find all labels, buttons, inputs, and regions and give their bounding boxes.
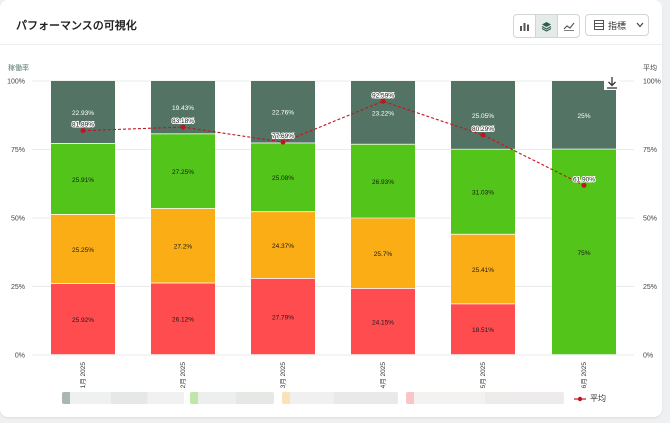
data-label: 27.79% — [272, 314, 294, 321]
data-label: 19.43% — [172, 105, 194, 112]
data-label: 25% — [577, 113, 590, 120]
data-label: 25.05% — [472, 113, 494, 120]
bar-segment-green[interactable] — [51, 143, 115, 214]
legend-item-green[interactable] — [190, 392, 274, 404]
bar-segment-red[interactable] — [51, 283, 115, 355]
table-icon — [594, 20, 604, 30]
chart-legend — [62, 392, 622, 406]
data-label: 26.93% — [372, 179, 394, 186]
legend-item-red[interactable] — [406, 392, 564, 404]
bar-segment-gray[interactable] — [552, 81, 616, 149]
average-label: 92.59% — [372, 92, 394, 99]
header-divider — [0, 44, 662, 45]
x-tick-label: 6月 2025 — [580, 362, 588, 389]
average-point[interactable] — [480, 132, 486, 138]
average-point[interactable] — [280, 139, 286, 145]
y-tick-right: 75% — [643, 147, 657, 154]
x-tick-label: 3月 2025 — [279, 362, 287, 389]
y-tick-left: 50% — [11, 216, 25, 223]
left-axis-label: 稼働率 — [8, 63, 29, 72]
x-tick-label: 1月 2025 — [79, 362, 87, 389]
average-label: 77.69% — [272, 133, 294, 140]
download-icon — [607, 77, 617, 89]
data-label: 27.25% — [172, 169, 194, 176]
legend-item-average[interactable]: 平均 — [574, 393, 606, 404]
bar-segment-green[interactable] — [151, 134, 215, 209]
line-chart-icon — [563, 22, 574, 31]
download-button[interactable] — [604, 76, 620, 90]
data-label: 24.15% — [372, 319, 394, 326]
data-label: 22.93% — [72, 110, 94, 117]
data-label: 27.2% — [174, 244, 193, 251]
metrics-dropdown-label: 指標 — [608, 20, 627, 31]
data-label: 26.12% — [172, 317, 194, 324]
average-label: 80.29% — [472, 126, 494, 133]
view-toggle-group — [513, 14, 580, 38]
average-label: 61.90% — [573, 176, 595, 183]
legend-item-gray[interactable] — [62, 392, 184, 404]
chevron-down-icon — [636, 22, 644, 28]
bar-segment-green[interactable] — [351, 144, 415, 218]
x-tick-label: 2月 2025 — [179, 362, 187, 389]
data-label: 31.03% — [472, 190, 494, 197]
data-label: 25.91% — [72, 177, 94, 184]
bar-segment-green[interactable] — [451, 149, 515, 234]
bar-segment-red[interactable] — [251, 278, 315, 355]
data-label: 75% — [577, 250, 590, 257]
average-label: 81.89% — [72, 122, 94, 129]
bar-segment-orange[interactable] — [251, 212, 315, 279]
right-axis-label: 平均 — [643, 63, 657, 72]
y-tick-left: 0% — [15, 353, 25, 360]
stacked-layers-icon — [541, 21, 552, 32]
data-label: 24.37% — [272, 243, 294, 250]
bar-segment-orange[interactable] — [351, 218, 415, 289]
metrics-dropdown[interactable]: 指標 — [585, 14, 649, 36]
bar-segment-red[interactable] — [451, 304, 515, 355]
average-point[interactable] — [581, 182, 587, 188]
average-line-icon — [574, 396, 586, 401]
x-tick-label: 4月 2025 — [379, 362, 387, 389]
line-chart-view-button[interactable] — [558, 15, 579, 37]
average-point[interactable] — [380, 98, 386, 104]
bar-segment-gray[interactable] — [451, 81, 515, 149]
legend-item-orange[interactable] — [282, 392, 398, 404]
average-label: 83.18% — [172, 118, 194, 125]
average-line — [82, 100, 585, 186]
bar-segment-gray[interactable] — [351, 81, 415, 144]
data-label: 25.41% — [472, 267, 494, 274]
data-label: 25.25% — [72, 247, 94, 254]
bar-chart-icon — [520, 23, 529, 31]
y-tick-right: 50% — [643, 216, 657, 223]
data-label: 25.08% — [272, 175, 294, 182]
y-tick-left: 100% — [7, 79, 25, 86]
average-point[interactable] — [180, 124, 186, 130]
page-title: パフォーマンスの可視化 — [16, 20, 137, 32]
bar-segment-green[interactable] — [251, 143, 315, 212]
legend-average-label: 平均 — [590, 394, 606, 403]
y-tick-left: 75% — [11, 147, 25, 154]
bar-chart-view-button[interactable] — [514, 15, 536, 37]
data-label: 25.92% — [72, 317, 94, 324]
bar-segment-orange[interactable] — [151, 208, 215, 283]
bar-segment-orange[interactable] — [51, 214, 115, 284]
y-tick-right: 0% — [643, 353, 653, 360]
y-tick-right: 25% — [643, 284, 657, 291]
data-label: 18.51% — [472, 327, 494, 334]
bar-segment-red[interactable] — [151, 283, 215, 355]
y-tick-right: 100% — [643, 79, 661, 86]
bar-segment-red[interactable] — [351, 288, 415, 355]
y-tick-left: 25% — [11, 284, 25, 291]
bar-segment-gray[interactable] — [251, 81, 315, 143]
average-point[interactable] — [80, 128, 86, 134]
x-tick-label: 5月 2025 — [479, 362, 487, 389]
stacked-view-button[interactable] — [536, 15, 558, 37]
data-label: 23.22% — [372, 110, 394, 117]
data-label: 25.7% — [374, 251, 393, 258]
bar-segment-orange[interactable] — [451, 234, 515, 304]
data-label: 22.76% — [272, 110, 294, 117]
